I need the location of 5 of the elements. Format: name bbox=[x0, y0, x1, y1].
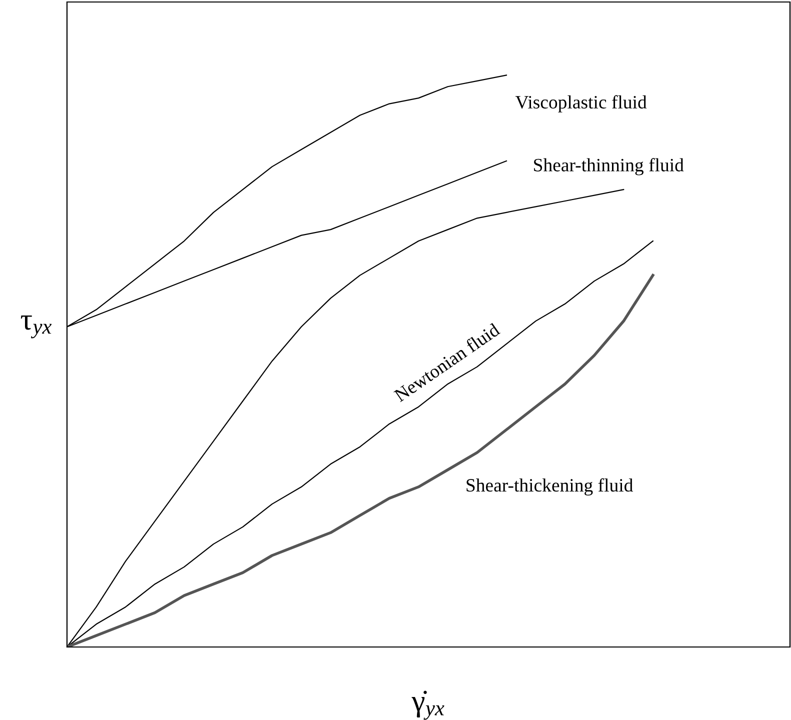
series-label: Viscoplastic fluid bbox=[515, 95, 647, 112]
series-label: Shear-thinning fluid bbox=[534, 158, 684, 176]
x-axis-title: γ̇$_{yx}$ bbox=[412, 690, 444, 720]
series-label: Shear-thickening fluid bbox=[466, 478, 633, 496]
y-axis-title: τ$_{yx}$ bbox=[20, 315, 52, 338]
